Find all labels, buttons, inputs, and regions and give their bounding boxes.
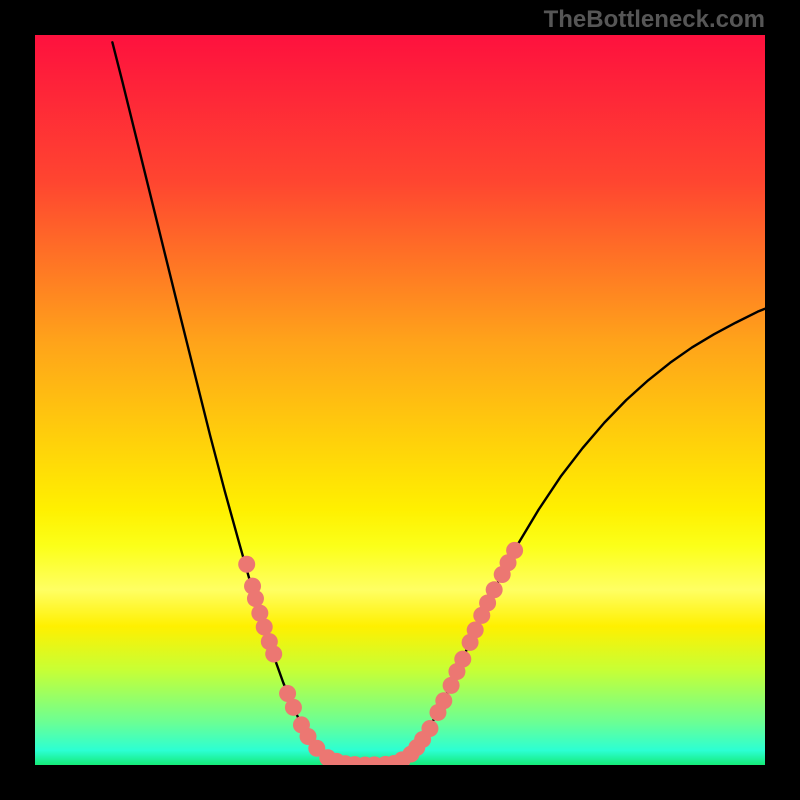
data-point bbox=[421, 720, 438, 737]
data-point bbox=[238, 556, 255, 573]
data-point bbox=[285, 699, 302, 716]
data-point bbox=[454, 651, 471, 668]
data-point bbox=[256, 619, 273, 636]
data-point bbox=[247, 590, 264, 607]
watermark-text: TheBottleneck.com bbox=[544, 6, 765, 34]
chart-container: TheBottleneck.com bbox=[0, 0, 800, 800]
data-point bbox=[506, 542, 523, 559]
plot-area bbox=[35, 35, 765, 765]
data-point bbox=[467, 621, 484, 638]
data-point bbox=[486, 581, 503, 598]
gradient-background bbox=[35, 35, 765, 765]
plot-svg bbox=[35, 35, 765, 765]
data-point bbox=[265, 646, 282, 663]
data-point bbox=[435, 692, 452, 709]
